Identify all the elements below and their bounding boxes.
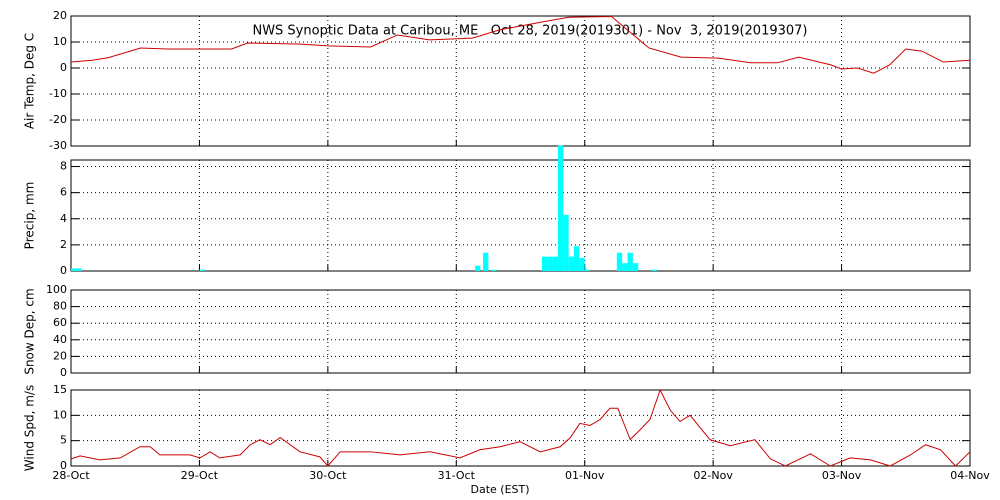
bar xyxy=(199,269,205,271)
bar xyxy=(584,269,591,271)
x-tick-label: 01-Nov xyxy=(565,469,605,482)
x-tick-label: 31-Oct xyxy=(438,469,476,482)
y-tick-label: -10 xyxy=(49,87,67,100)
bar xyxy=(568,256,575,271)
bar xyxy=(563,214,569,271)
x-tick-label: 04-Nov xyxy=(950,469,990,482)
bar xyxy=(622,263,628,271)
chart-title: NWS Synoptic Data at Caribou, ME Oct 28,… xyxy=(252,24,807,39)
panel-frame xyxy=(70,289,971,374)
y-tick-label: 80 xyxy=(53,300,67,313)
y-tick-label: 10 xyxy=(53,35,67,48)
y-axis-label: Wind Spd, m/s xyxy=(23,385,37,471)
bar xyxy=(483,252,489,271)
y-axis-label: Air Temp, Deg C xyxy=(23,33,37,129)
x-tick-label: 30-Oct xyxy=(309,469,347,482)
bar xyxy=(475,265,481,271)
panel-frame xyxy=(70,389,971,467)
y-tick-label: 0 xyxy=(60,459,67,472)
y-tick-label: 15 xyxy=(53,383,67,396)
y-tick-label: 20 xyxy=(53,9,67,22)
y-axis-label: Snow Dep, cm xyxy=(23,288,37,374)
bar xyxy=(547,256,553,271)
y-tick-label: 2 xyxy=(60,238,67,251)
bar xyxy=(632,263,639,271)
bar xyxy=(71,268,77,271)
y-tick-label: 8 xyxy=(60,160,67,173)
y-tick-label: 60 xyxy=(53,316,67,329)
y-tick-label: -30 xyxy=(49,139,67,152)
y-tick-label: 6 xyxy=(60,186,67,199)
x-tick-label: 29-Oct xyxy=(181,469,219,482)
bar xyxy=(574,246,580,271)
bar xyxy=(651,269,657,271)
x-tick-label: 02-Nov xyxy=(693,469,733,482)
x-tick-label: 28-Oct xyxy=(52,469,90,482)
bar xyxy=(552,256,558,271)
bar xyxy=(76,268,82,271)
panel-frame xyxy=(70,159,971,272)
y-tick-label: 5 xyxy=(60,434,67,447)
y-tick-label: 100 xyxy=(46,283,67,296)
y-tick-label: 10 xyxy=(53,408,67,421)
y-tick-label: -20 xyxy=(49,113,67,126)
y-tick-label: 0 xyxy=(60,366,67,379)
y-tick-label: 0 xyxy=(60,61,67,74)
bar xyxy=(557,145,564,271)
y-axis-label: Precip, mm xyxy=(23,182,37,250)
bar xyxy=(491,269,497,271)
y-tick-label: 40 xyxy=(53,333,67,346)
x-axis-label: Date (EST) xyxy=(470,483,529,496)
data-line xyxy=(70,388,971,467)
bar xyxy=(541,256,548,271)
y-tick-label: 0 xyxy=(60,264,67,277)
y-tick-label: 4 xyxy=(60,212,67,225)
bar xyxy=(616,252,623,271)
bar xyxy=(579,257,585,271)
y-tick-label: 20 xyxy=(53,349,67,362)
bar xyxy=(627,252,633,271)
x-tick-label: 03-Nov xyxy=(822,469,862,482)
data-line xyxy=(70,16,971,74)
